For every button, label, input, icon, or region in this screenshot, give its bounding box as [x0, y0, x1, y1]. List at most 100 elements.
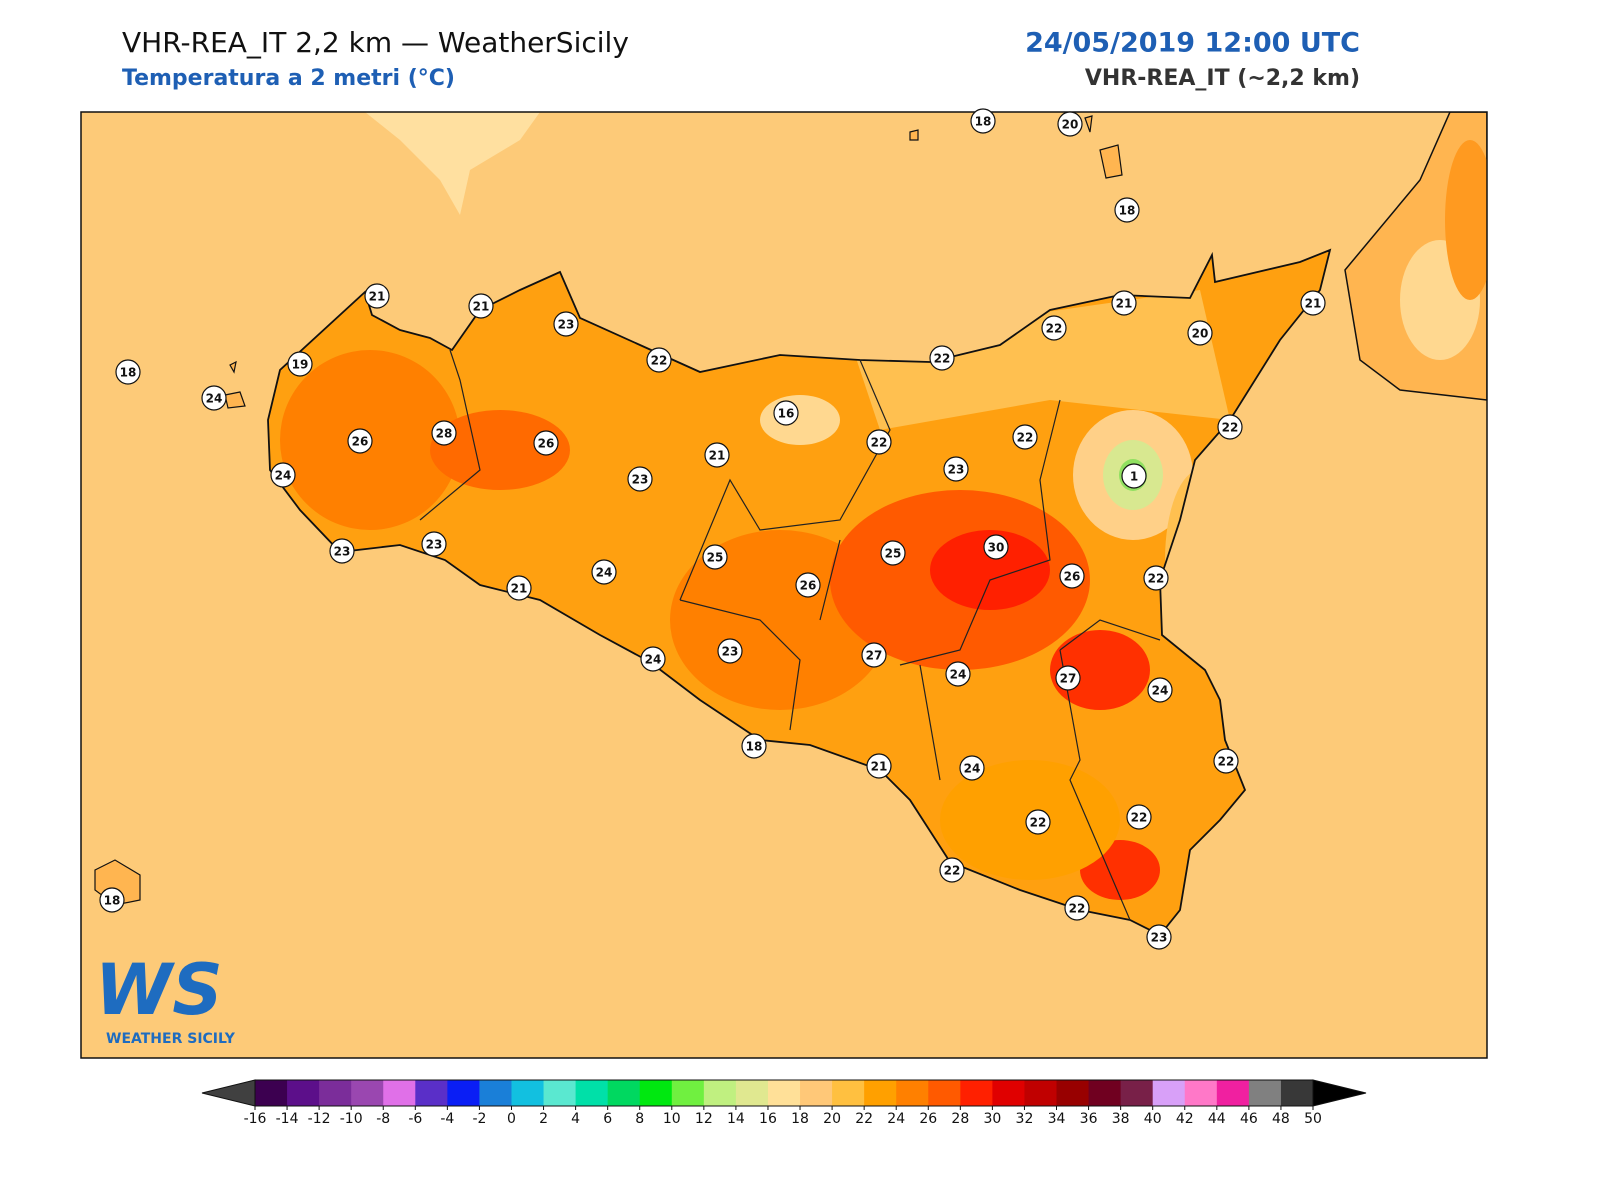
- station-label: 22: [1218, 755, 1235, 769]
- colorbar-tick-label: 28: [951, 1111, 969, 1127]
- station-marker: [364, 283, 390, 309]
- station-label: 30: [988, 541, 1005, 555]
- station-marker: [970, 108, 996, 134]
- station-marker: [1143, 565, 1169, 591]
- station-label: 24: [596, 566, 613, 580]
- colorbar-box: [671, 1080, 705, 1106]
- colorbar-tick-label: 10: [663, 1111, 681, 1127]
- station-label: 21: [709, 449, 726, 463]
- colorbar-tick-label: -12: [308, 1111, 331, 1127]
- station-label: 18: [746, 740, 763, 754]
- station-label: 26: [800, 579, 817, 593]
- colorbar-tick-label: 50: [1304, 1111, 1322, 1127]
- station-marker: [431, 420, 457, 446]
- colorbar-tick-label: -2: [472, 1111, 486, 1127]
- station-label: 21: [369, 290, 386, 304]
- colorbar-tick-label: 8: [635, 1111, 644, 1127]
- calabria-warm: [1445, 140, 1487, 300]
- colorbar-box: [992, 1080, 1025, 1106]
- station-marker: [959, 755, 985, 781]
- colorbar-tick-label: 26: [919, 1111, 937, 1127]
- station-marker: [773, 400, 799, 426]
- station-label: 23: [632, 473, 649, 487]
- station-label: 21: [473, 300, 490, 314]
- colorbar-tick-label: 44: [1208, 1111, 1226, 1127]
- station-marker: [1041, 315, 1067, 341]
- colorbar-tick-label: 12: [695, 1111, 713, 1127]
- colorbar-box: [703, 1080, 737, 1106]
- colorbar-box: [960, 1080, 993, 1106]
- station-label: 18: [120, 366, 137, 380]
- station-marker: [929, 345, 955, 371]
- station-marker: [591, 559, 617, 585]
- colorbar-box: [928, 1080, 961, 1106]
- station-marker: [866, 753, 892, 779]
- colorbar-box: [1088, 1080, 1122, 1106]
- station-marker: [1025, 809, 1051, 835]
- station-marker: [939, 857, 965, 883]
- colorbar-frame: [254, 1079, 1314, 1107]
- station-label: 18: [1119, 204, 1136, 218]
- station-label: 27: [1060, 672, 1077, 686]
- station-label: 23: [334, 545, 351, 559]
- colorbar-tick-label: -6: [408, 1111, 422, 1127]
- station-marker: [115, 359, 141, 385]
- station-marker: [1300, 290, 1326, 316]
- colorbar-tick-label: -16: [244, 1111, 267, 1127]
- model: VHR-REA_IT (~2,2 km): [1085, 66, 1360, 91]
- station-label: 22: [1222, 421, 1239, 435]
- station-marker: [506, 575, 532, 601]
- station-label: 22: [1046, 322, 1063, 336]
- station-marker: [553, 311, 579, 337]
- station-marker: [880, 540, 906, 566]
- station-marker: [945, 661, 971, 687]
- station-marker: [1146, 924, 1172, 950]
- colorbar-box: [896, 1080, 929, 1106]
- station-label: 22: [1017, 431, 1034, 445]
- colorbar-tick-label: 36: [1080, 1111, 1098, 1127]
- colorbar-box: [543, 1080, 577, 1106]
- colorbar-tick-label: 30: [983, 1111, 1001, 1127]
- colorbar-over: [1312, 1079, 1367, 1107]
- colorbar-box: [639, 1080, 673, 1106]
- date: 24/05/2019 12:00 UTC: [1025, 28, 1360, 59]
- colorbar-tick-label: -14: [276, 1111, 299, 1127]
- station-label: 22: [651, 354, 668, 368]
- colorbar-box: [447, 1080, 480, 1106]
- cool-area: [365, 112, 540, 215]
- station-label: 24: [645, 653, 662, 667]
- station-label: 23: [558, 318, 575, 332]
- station-label: 18: [104, 894, 121, 908]
- colorbar-box: [607, 1080, 641, 1106]
- station-marker: [1126, 804, 1152, 830]
- station-marker: [702, 544, 728, 570]
- station-label: 22: [1030, 816, 1047, 830]
- station-label: 18: [975, 115, 992, 129]
- station-label: 25: [707, 551, 724, 565]
- subtitle: Temperatura a 2 metri (°C): [122, 66, 455, 91]
- station-marker: [741, 733, 767, 759]
- colorbar-tick-label: 38: [1112, 1111, 1130, 1127]
- colorbar-box: [319, 1080, 352, 1106]
- colorbar-tick-label: 14: [727, 1111, 745, 1127]
- colorbar-tick-label: 48: [1272, 1111, 1290, 1127]
- map: [81, 112, 1487, 1058]
- station-marker: [201, 385, 227, 411]
- colorbar-box: [415, 1080, 448, 1106]
- colorbar-box: [1184, 1080, 1218, 1106]
- station-marker: [640, 646, 666, 672]
- station-marker: [704, 442, 730, 468]
- station-marker: [1187, 320, 1213, 346]
- colorbar-box: [1216, 1080, 1250, 1106]
- province-borders: [419, 349, 1161, 921]
- station-marker: [1055, 665, 1081, 691]
- colorbar-tick-label: 42: [1176, 1111, 1194, 1127]
- station-label: 23: [1151, 931, 1168, 945]
- station-label: 22: [934, 352, 951, 366]
- title: VHR-REA_IT 2,2 km — WeatherSicily: [122, 26, 629, 59]
- station-marker: [533, 430, 559, 456]
- station-marker: [468, 293, 494, 319]
- colorbar-tick-label: 24: [887, 1111, 905, 1127]
- station-marker: [1057, 111, 1083, 137]
- station-label: 26: [538, 437, 555, 451]
